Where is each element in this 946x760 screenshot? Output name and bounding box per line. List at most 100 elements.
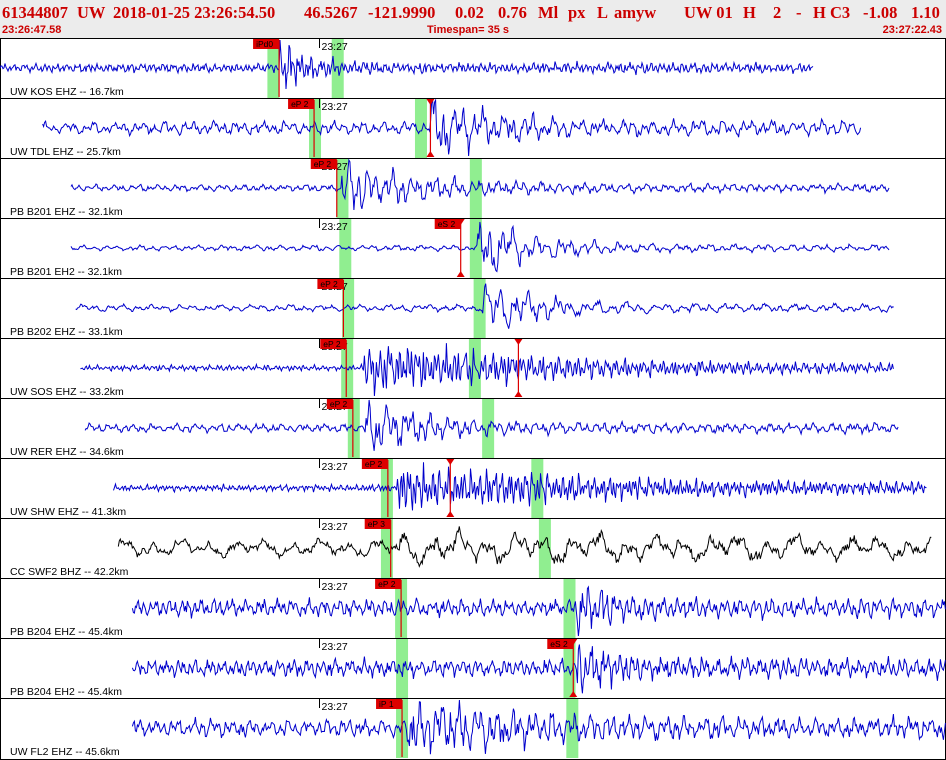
p-pick-flag[interactable] [326, 399, 353, 409]
p-pick-label: iP 1 [379, 699, 394, 709]
end-time: 23:27:22.43 [882, 24, 942, 36]
time-tick-label: 23:27 [322, 41, 348, 53]
p-pick-flag[interactable] [310, 159, 337, 169]
trace-row[interactable]: 23:27 eS 2 PB B204 EH2 -- 45.4km [0, 638, 946, 698]
event-author: amyw [614, 3, 657, 22]
event-network: UW [77, 3, 106, 22]
p-pick-label: eP 2 [365, 459, 383, 469]
s-pick-label: eS 2 [438, 219, 456, 229]
waveform [75, 283, 894, 329]
p-window [396, 639, 409, 698]
station-label: UW RER EHZ -- 34.6km [10, 446, 124, 458]
seismogram-panel[interactable]: 23:27 iPd0 UW KOS EHZ -- 16.7km 23:27 eP 2 UW… [0, 38, 946, 760]
trace-row[interactable]: 23:27 iPd0 UW KOS EHZ -- 16.7km [0, 38, 814, 98]
station-label: PB B201 EHZ -- 32.1km [10, 206, 123, 218]
s-pick-label: eS 2 [550, 639, 568, 649]
waveform [70, 158, 890, 211]
time-tick-label: 23:27 [322, 701, 348, 713]
p-window [342, 279, 355, 338]
time-tick-label: 23:27 [322, 221, 348, 233]
trace-row[interactable]: 23:27 iP 1 UW FL2 EHZ -- 45.6km [0, 698, 946, 758]
event-mag-type: Ml [538, 3, 559, 22]
waveform [0, 39, 814, 90]
waveform [80, 343, 894, 397]
event-id: 61344807 [2, 3, 68, 22]
s-pick-marker-bottom [569, 691, 578, 697]
p-pick-flag[interactable] [361, 459, 388, 469]
event-dash: - [796, 3, 802, 22]
p-pick-label: eP 2 [378, 579, 396, 589]
event-num: 2 [773, 3, 782, 22]
p-pick-label: eP 2 [330, 399, 348, 409]
waveform [131, 644, 946, 694]
time-tick-label: 23:27 [322, 641, 348, 653]
s-window [414, 99, 427, 158]
event-v2: 1.10 [911, 3, 940, 22]
p-pick-flag[interactable] [376, 699, 403, 709]
p-pick-flag[interactable] [364, 519, 391, 529]
event-summary-line: 61344807 UW 2018-01-25 23:26:54.50 46.52… [2, 1, 946, 23]
event-datetime: 2018-01-25 23:26:54.50 [113, 3, 276, 22]
p-pick-label: eP 3 [368, 519, 386, 529]
station-label: UW SOS EHZ -- 33.2km [10, 386, 124, 398]
s-window [468, 339, 481, 398]
time-tick-label: 23:27 [322, 521, 348, 533]
station-label: PB B201 EH2 -- 32.1km [10, 266, 122, 278]
p-pick-flag[interactable] [320, 339, 347, 349]
p-pick-flag[interactable] [375, 579, 402, 589]
waveform [131, 699, 946, 755]
start-time: 23:26:47.58 [2, 24, 62, 36]
s-window [538, 519, 551, 578]
s-pick-marker-bottom [456, 271, 465, 277]
time-tick-label: 23:27 [322, 101, 348, 113]
s-window [469, 159, 482, 218]
waveform [117, 526, 932, 568]
p-window [267, 39, 280, 98]
s-pick-flag[interactable] [434, 219, 461, 229]
event-etype: L [597, 3, 609, 22]
event-class: H C3 [813, 3, 851, 22]
time-tick-label: 23:27 [322, 581, 348, 593]
s-pick-marker-top [569, 639, 578, 645]
p-pick-label: eP 2 [291, 99, 309, 109]
s-pick-marker-bottom [426, 151, 435, 157]
p-pick-label: eP 2 [320, 279, 338, 289]
s-pick-flag[interactable] [547, 639, 574, 649]
station-label: UW FL2 EHZ -- 45.6km [10, 746, 120, 758]
event-flags: px [568, 3, 586, 22]
s-window [563, 639, 576, 698]
p-pick-flag[interactable] [253, 39, 280, 49]
station-label: UW KOS EHZ -- 16.7km [10, 86, 124, 98]
waveform [113, 462, 927, 511]
waveform [42, 98, 862, 157]
s-pick-marker-bottom [514, 391, 523, 397]
trace-row[interactable]: 23:27 eP 3 CC SWF2 BHZ -- 42.2km [0, 518, 946, 578]
s-pick-marker-top [514, 339, 523, 345]
event-region: UW 01 [684, 3, 733, 22]
event-depth: 0.02 [455, 3, 484, 22]
p-pick-label: eP 2 [323, 339, 341, 349]
s-window [563, 579, 576, 638]
waveform [84, 399, 899, 451]
trace-row[interactable]: 23:27 eP 2 UW TDL EHZ -- 25.7km [0, 98, 946, 158]
trace-row[interactable]: 23:27 eP 2 UW SHW EHZ -- 41.3km [0, 458, 946, 518]
station-label: UW TDL EHZ -- 25.7km [10, 146, 121, 158]
trace-row[interactable]: 23:27 eS 2 PB B201 EH2 -- 32.1km [0, 218, 946, 278]
timespan: Timespan= 35 s [427, 24, 510, 36]
p-pick-flag[interactable] [317, 279, 344, 289]
event-header: 61344807 UW 2018-01-25 23:26:54.50 46.52… [0, 0, 946, 38]
p-pick-flag[interactable] [288, 99, 315, 109]
event-magnitude: 0.76 [498, 3, 527, 22]
s-pick-marker-bottom [446, 511, 455, 517]
station-label: CC SWF2 BHZ -- 42.2km [10, 566, 129, 578]
trace-row[interactable]: 23:27 eP 2 PB B204 EHZ -- 45.4km [0, 578, 946, 638]
p-window [309, 99, 322, 158]
s-window [473, 279, 486, 338]
waveform [70, 221, 890, 273]
event-h: H [743, 3, 756, 22]
event-lat: 46.5267 [304, 3, 358, 22]
